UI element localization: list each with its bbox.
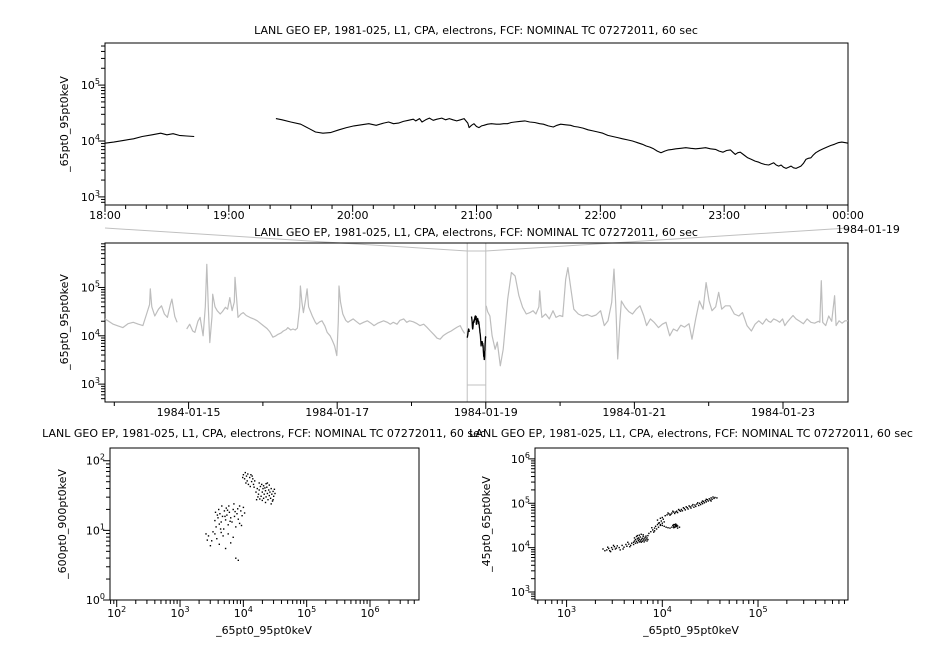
connector-lines	[104, 227, 849, 252]
panel-scatter-600-900: 102 103 104 105 106 100 101 102	[86, 447, 420, 620]
panel1-context-date: 1984-01-19	[836, 223, 900, 236]
tick-label: 1984-01-19	[454, 406, 518, 419]
plot-frame[interactable]	[104, 242, 849, 403]
panel-zoom-timeseries: 18:00 19:00 20:00 21:00 22:00 23:00 00:00 103 10…	[81, 42, 864, 222]
tick-label: 104	[81, 133, 100, 148]
panel3-xaxis-label: _65pt0_95pt0keV	[215, 624, 312, 637]
tick-label: 104	[234, 605, 253, 620]
plot-frame[interactable]	[534, 447, 849, 601]
tick-label: 102	[107, 605, 126, 620]
plot-frame[interactable]	[104, 42, 849, 206]
tick-labels: 102 103 104 105 106 100 101 102	[86, 453, 380, 620]
tick-label: 20:00	[337, 209, 369, 222]
tick-label: 23:00	[708, 209, 740, 222]
plot-frame[interactable]	[109, 447, 420, 601]
tick-label: 00:00	[832, 209, 864, 222]
panel2-title: LANL GEO EP, 1981-025, L1, CPA, electron…	[254, 226, 698, 239]
panel2-yaxis-label: _65pt0_95pt0keV	[58, 274, 71, 371]
axes	[98, 242, 849, 409]
axes	[103, 447, 420, 607]
tick-label: 106	[360, 605, 379, 620]
tick-label: 101	[86, 522, 105, 537]
context-box[interactable]	[466, 243, 487, 402]
panel1-yaxis-label: _65pt0_95pt0keV	[58, 76, 71, 173]
tick-label: 105	[511, 495, 530, 510]
flux-line	[104, 117, 849, 169]
tick-label: 1984-01-15	[157, 406, 221, 419]
tick-labels: 18:00 19:00 20:00 21:00 22:00 23:00 00:00 103 10…	[81, 77, 864, 222]
tick-label: 105	[81, 77, 100, 92]
tick-label: 102	[86, 453, 105, 468]
panel4-yaxis-label: _45pt0_65pt0keV	[480, 476, 493, 573]
tick-label: 103	[557, 605, 576, 620]
scatter-points	[602, 496, 718, 553]
axes	[98, 42, 849, 212]
tick-label: 104	[511, 540, 530, 555]
tick-label: 105	[81, 279, 100, 294]
tick-label: 103	[81, 189, 100, 204]
tick-label: 22:00	[584, 209, 616, 222]
tick-label: 105	[748, 605, 767, 620]
tick-label: 21:00	[461, 209, 493, 222]
tick-label: 1984-01-17	[305, 406, 369, 419]
panel3-title: LANL GEO EP, 1981-025, L1, CPA, electron…	[42, 427, 486, 440]
tick-label: 106	[511, 451, 530, 466]
panel1-title: LANL GEO EP, 1981-025, L1, CPA, electron…	[254, 24, 698, 37]
panel3-yaxis-label: _600pt0_900pt0keV	[56, 469, 69, 580]
tick-label: 103	[81, 376, 100, 391]
tick-label: 104	[653, 605, 672, 620]
tick-label: 1984-01-23	[751, 406, 815, 419]
scatter-points	[205, 471, 276, 561]
panel-scatter-45-65: 103 104 105 103 104 105 106	[511, 447, 849, 620]
tick-label: 105	[297, 605, 316, 620]
tick-label: 18:00	[89, 209, 121, 222]
tick-label: 103	[511, 584, 530, 599]
tick-label: 100	[86, 592, 105, 607]
tick-labels: 1984-01-15 1984-01-17 1984-01-19 1984-01-21…	[81, 279, 815, 419]
tick-label: 104	[81, 328, 100, 343]
highlight-interval-line	[466, 315, 487, 361]
axes	[528, 447, 849, 607]
context-connectors-layer	[104, 227, 849, 402]
panel-overview-timeseries: 1984-01-15 1984-01-17 1984-01-19 1984-01-21…	[81, 242, 849, 419]
tick-label: 103	[170, 605, 189, 620]
panel4-xaxis-label: _65pt0_95pt0keV	[642, 624, 739, 637]
tick-label: 19:00	[213, 209, 245, 222]
flux-overview-line	[104, 263, 848, 367]
panel4-title: LANL GEO EP, 1981-025, L1, CPA, electron…	[469, 427, 913, 440]
tick-label: 1984-01-21	[602, 406, 666, 419]
